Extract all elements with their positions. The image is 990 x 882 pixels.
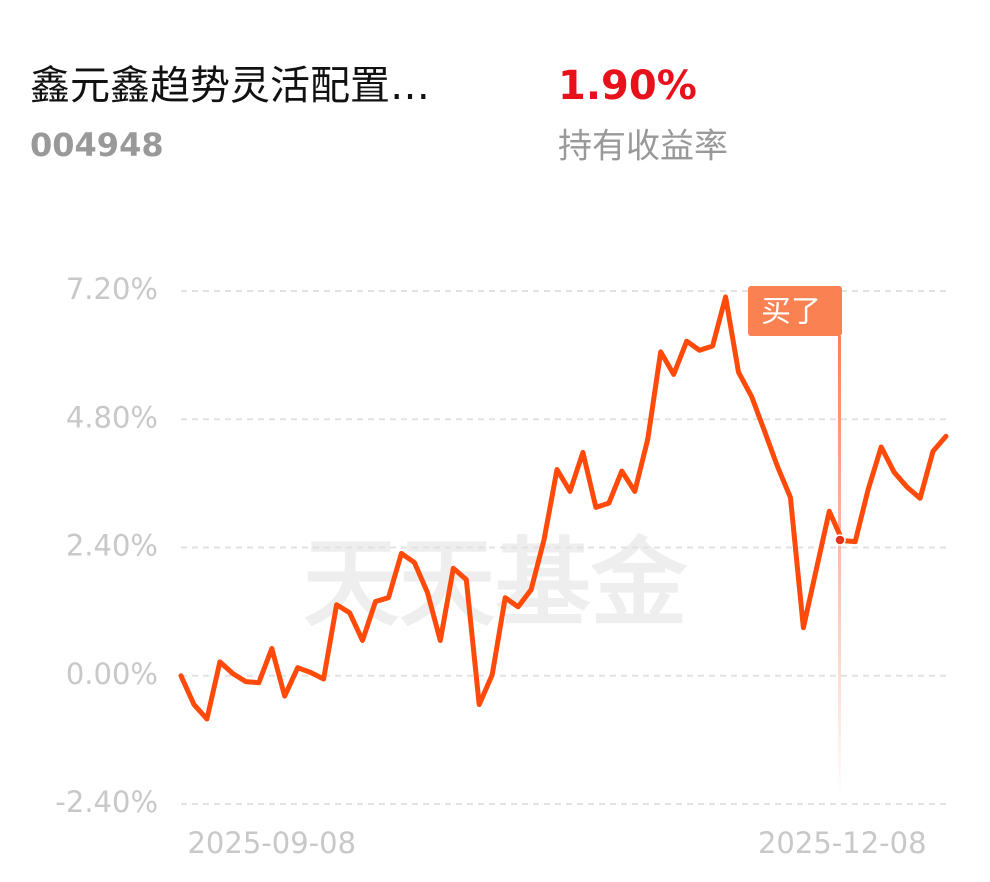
return-value: 1.90%: [558, 63, 697, 109]
x-tick-label: 2025-09-08: [187, 826, 356, 860]
plot: [178, 294, 949, 722]
y-tick-label: -2.40%: [55, 785, 158, 819]
buy-tag: [748, 286, 842, 336]
y-tick-label: 0.00%: [66, 657, 158, 691]
y-tick-label: 7.20%: [66, 272, 158, 306]
buy-line: [838, 336, 841, 798]
grid: 7.20% 4.80% 2.40% 0.00% -2.40% 2025-09-08 2025…: [55, 272, 946, 860]
buy-dot: [834, 534, 846, 546]
fund-name: 鑫元鑫趋势灵活配置…: [30, 63, 430, 109]
x-tick-label: 2025-12-08: [758, 826, 927, 860]
y-tick-label: 2.40%: [66, 529, 158, 563]
watermark: 天天基金: [303, 527, 688, 639]
y-tick-label: 4.80%: [66, 400, 158, 434]
series-line: [178, 294, 949, 722]
buy-tag-text: 买了: [761, 295, 821, 330]
fund-code: 004948: [30, 126, 164, 164]
return-label: 持有收益率: [558, 127, 728, 167]
